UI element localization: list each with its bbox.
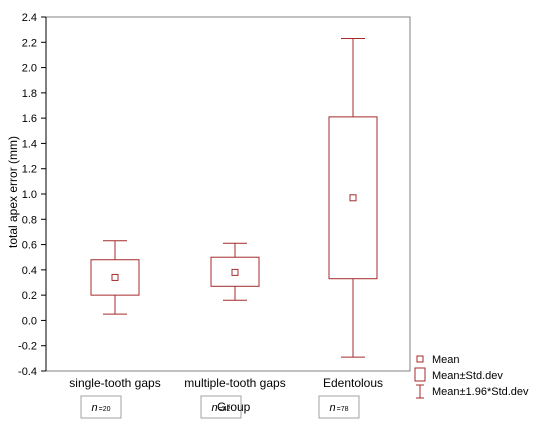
x-tick-label: multiple-tooth gaps <box>184 376 285 390</box>
y-tick-label: 0.4 <box>22 265 37 277</box>
y-tick-label: 0.0 <box>22 315 37 327</box>
sample-size-box: n=20 <box>80 395 122 419</box>
box-group <box>328 37 378 358</box>
mean-marker <box>111 273 119 281</box>
std-dev-box <box>328 116 378 280</box>
legend-label-196-std-dev: Mean±1.96*Std.dev <box>432 386 529 398</box>
y-axis-label: total apex error (mm) <box>6 136 20 248</box>
sample-size-label: n=20 <box>92 402 111 414</box>
box-group <box>210 242 260 301</box>
y-tick-label: 0.6 <box>22 240 37 252</box>
box-group <box>90 240 140 315</box>
y-tick-label: 0.8 <box>22 214 37 226</box>
legend-label-mean: Mean <box>432 354 460 366</box>
std-dev-box <box>90 259 140 296</box>
x-axis-label: Group <box>217 400 251 414</box>
sample-size-frame <box>318 395 360 419</box>
sample-size-frame <box>80 395 122 419</box>
sample-size-label: n=42 <box>212 402 231 414</box>
mean-marker <box>349 194 357 202</box>
y-tick-label: -0.4 <box>18 366 37 378</box>
y-tick-label: -0.2 <box>18 341 37 353</box>
y-tick-label: 2.4 <box>22 12 37 24</box>
y-tick-label: 1.8 <box>22 88 37 100</box>
plot-frame <box>45 16 411 372</box>
sample-size-box: n=78 <box>318 395 360 419</box>
sample-size-box: n=42 <box>200 395 242 419</box>
y-tick-label: 1.4 <box>22 138 37 150</box>
legend-mean-symbol <box>416 355 424 363</box>
x-tick-label: single-tooth gaps <box>69 376 160 390</box>
y-tick-label: 2.0 <box>22 63 37 75</box>
legend: Mean Mean±Std.dev Mean±1.96*Std.dev <box>414 354 529 399</box>
box-series <box>90 37 378 358</box>
x-tick-label: Edentolous <box>323 376 383 390</box>
legend-label-std-dev: Mean±Std.dev <box>432 370 503 382</box>
y-tick-label: 1.2 <box>22 164 37 176</box>
y-tick-label: 1.0 <box>22 189 37 201</box>
std-dev-box <box>210 256 260 287</box>
mean-marker <box>231 268 239 276</box>
sample-size-label: n=78 <box>330 402 349 414</box>
y-tick-label: 0.2 <box>22 290 37 302</box>
x-axis: single-tooth gaps n=20 multiple-tooth gaps… <box>69 376 383 419</box>
y-tick-label: 1.6 <box>22 113 37 125</box>
sample-size-frame <box>200 395 242 419</box>
y-axis: -0.4 -0.2 0.0 0.2 0.4 0.6 0.8 1.0 1.2 1.4 1.6 1.8 2.… <box>18 12 47 378</box>
legend-std-dev-symbol <box>414 367 426 382</box>
y-tick-label: 2.2 <box>22 37 37 49</box>
